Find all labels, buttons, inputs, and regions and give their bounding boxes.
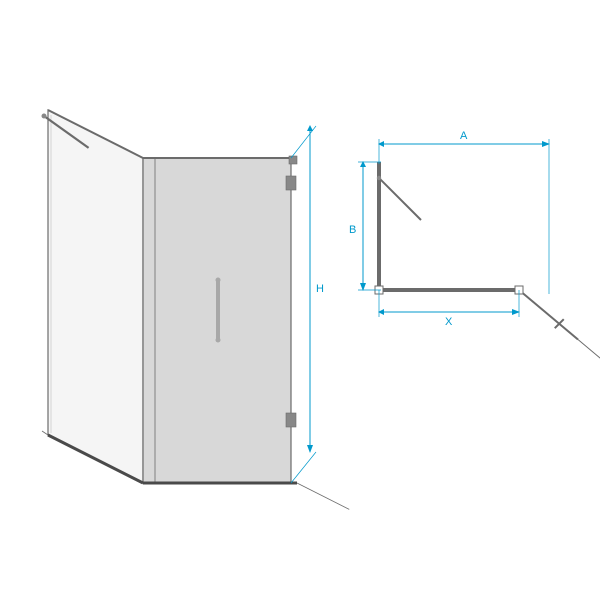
- dim-label-a: A: [460, 130, 467, 142]
- technical-drawing: [0, 0, 600, 600]
- dim-label-b: B: [349, 224, 356, 236]
- dim-label-h: H: [316, 283, 324, 295]
- dim-label-x: X: [445, 316, 452, 328]
